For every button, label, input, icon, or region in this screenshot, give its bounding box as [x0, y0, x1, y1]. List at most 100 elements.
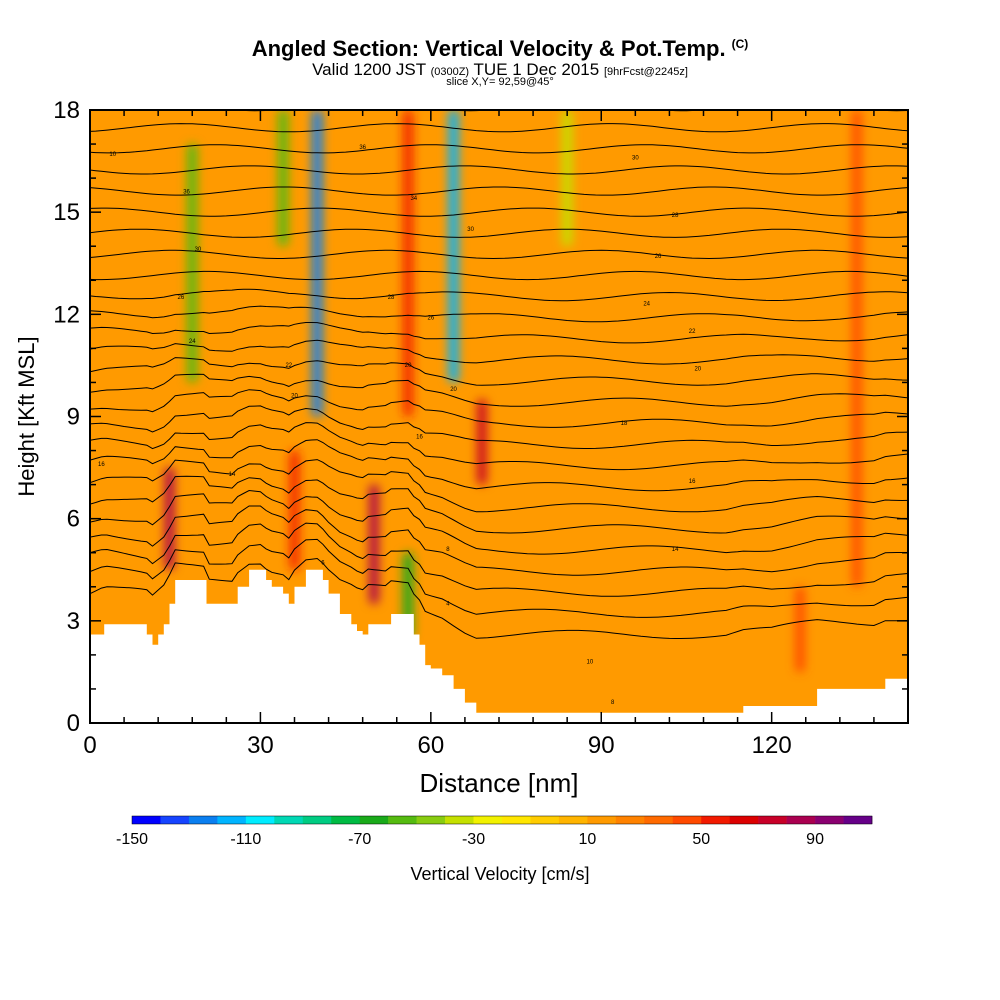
- theta-contour-line: [90, 322, 908, 344]
- colorbar-swatch: [274, 816, 304, 824]
- theta-contour-label: 30: [195, 247, 202, 253]
- colorbar-swatch: [359, 816, 389, 824]
- chart-title-text: Angled Section: Vertical Velocity & Pot.…: [251, 36, 726, 61]
- terrain-mask: [90, 569, 908, 723]
- theta-contour-label: 26: [427, 315, 434, 321]
- colorbar-tick-label: -70: [348, 831, 371, 848]
- plot-area: 10 36 30 26 24 36 34 30 28 26 22 20 20 20 16 16 14 6 8 4 30 2…: [90, 110, 908, 723]
- field-layer: 10 36 30 26 24 36 34 30 28 26 22 20 20 20 16 16 14 6 8 4 30 2…: [90, 110, 908, 723]
- x-tick-label: 30: [247, 732, 274, 759]
- colorbar-tick-label: 50: [692, 831, 710, 848]
- theta-contours: 10 36 30 26 24 36 34 30 28 26 22 20 20 20 16 16 14 6 8 4 30 2…: [90, 110, 908, 706]
- theta-contour-label: 26: [178, 295, 185, 301]
- colorbar-swatch: [786, 816, 816, 824]
- theta-contour-line: [90, 207, 908, 217]
- updraft-band: [290, 450, 299, 570]
- theta-contour-line: [90, 165, 908, 175]
- colorbar-tick-label: 10: [578, 831, 596, 848]
- colorbar-swatch: [217, 816, 247, 824]
- colorbar-swatch: [331, 816, 360, 824]
- theta-contour-line: [90, 123, 908, 133]
- theta-contour-label: 10: [109, 152, 116, 158]
- chart-subtitle: Valid 1200 JST (0300Z) TUE 1 Dec 2015 [9…: [0, 60, 1000, 80]
- theta-contour-label: 8: [611, 700, 615, 706]
- theta-contour-label: 16: [689, 479, 696, 485]
- theta-contour-label: 8: [446, 547, 450, 553]
- x-tick-label: 120: [752, 732, 792, 759]
- theta-contour-label: 34: [410, 196, 417, 202]
- theta-contour-line: [90, 288, 908, 302]
- colorbar-swatch: [644, 816, 674, 824]
- downdraft-band: [312, 110, 323, 417]
- colorbar-swatch: [815, 816, 844, 824]
- theta-contour-line: [90, 405, 908, 449]
- theta-contour-line: [90, 439, 908, 492]
- theta-contour-label: 16: [416, 435, 423, 441]
- colorbar-swatch: [672, 816, 702, 824]
- forecast-info: [9hrFcst@2245z]: [603, 66, 688, 78]
- theta-contour-line: [90, 475, 908, 534]
- x-tick-label: 60: [417, 732, 444, 759]
- theta-contour-label: 10: [587, 659, 594, 665]
- colorbar-swatch: [245, 816, 275, 824]
- y-tick-label: 18: [53, 97, 80, 124]
- theta-contour-label: 30: [467, 227, 474, 233]
- updraft-band: [403, 110, 413, 417]
- theta-contour-label: 4: [446, 601, 450, 607]
- theta-contour-label: 20: [694, 366, 701, 372]
- colorbar-swatch: [416, 816, 446, 824]
- theta-contour-label: 14: [229, 472, 236, 478]
- colorbar-swatch: [729, 816, 759, 824]
- colorbar-swatch: [701, 816, 730, 824]
- theta-contour-line: [90, 228, 908, 238]
- colorbar-swatch: [160, 816, 190, 824]
- theta-contour-label: 36: [183, 189, 190, 195]
- y-tick-label: 0: [67, 710, 80, 737]
- x-axis-label: Distance [nm]: [420, 768, 579, 798]
- theta-contour-label: 36: [359, 145, 366, 151]
- downdraft-band: [562, 110, 573, 247]
- theta-contour-label: 18: [621, 421, 628, 427]
- theta-contour-line: [90, 422, 908, 471]
- theta-contour-line: [90, 557, 908, 639]
- theta-contour-line: [90, 339, 908, 365]
- colorbar-swatch: [758, 816, 787, 824]
- colorbar-swatch: [558, 816, 588, 824]
- colorbar-swatch: [587, 816, 617, 824]
- theta-contour-label: 16: [98, 462, 105, 468]
- theta-contour-label: 14: [672, 547, 679, 553]
- theta-contour-line: [90, 249, 908, 260]
- theta-contour-line: [90, 270, 908, 281]
- x-tick-label: 90: [588, 732, 615, 759]
- colorbar-swatch: [615, 816, 645, 824]
- valid-time: Valid 1200 JST: [312, 60, 426, 79]
- colorbar-frame: [131, 815, 873, 825]
- updraft-band: [795, 586, 805, 672]
- colorbar-swatch: [530, 816, 560, 824]
- downdraft-band: [187, 144, 198, 383]
- copyright-mark: (C): [731, 36, 749, 51]
- colorbar-tick-label: -150: [116, 831, 148, 848]
- colorbar-swatch: [132, 816, 161, 824]
- theta-contour-line: [90, 357, 908, 386]
- theta-contour-line: [90, 186, 908, 196]
- y-tick-label: 9: [67, 404, 80, 431]
- theta-contour-line: [90, 373, 908, 407]
- theta-contour-line: [90, 489, 908, 555]
- theta-contour-label: 20: [450, 387, 457, 393]
- theta-contour-label: 30: [632, 155, 639, 161]
- y-tick-label: 6: [67, 506, 80, 533]
- colorbar-tick-label: 90: [806, 831, 824, 848]
- theta-contour-line: [90, 522, 908, 597]
- theta-contour-label: 22: [285, 363, 292, 369]
- x-tick-label: 0: [83, 732, 96, 759]
- theta-contour-line: [90, 389, 908, 428]
- colorbar-swatch: [502, 816, 531, 824]
- valid-date: TUE 1 Dec 2015: [473, 60, 600, 79]
- theta-contour-label: 20: [291, 394, 298, 400]
- theta-contour-label: 22: [689, 329, 696, 335]
- colorbar-swatch: [188, 816, 218, 824]
- theta-contour-label: 6: [321, 561, 325, 567]
- colorbar-swatch: [445, 816, 474, 824]
